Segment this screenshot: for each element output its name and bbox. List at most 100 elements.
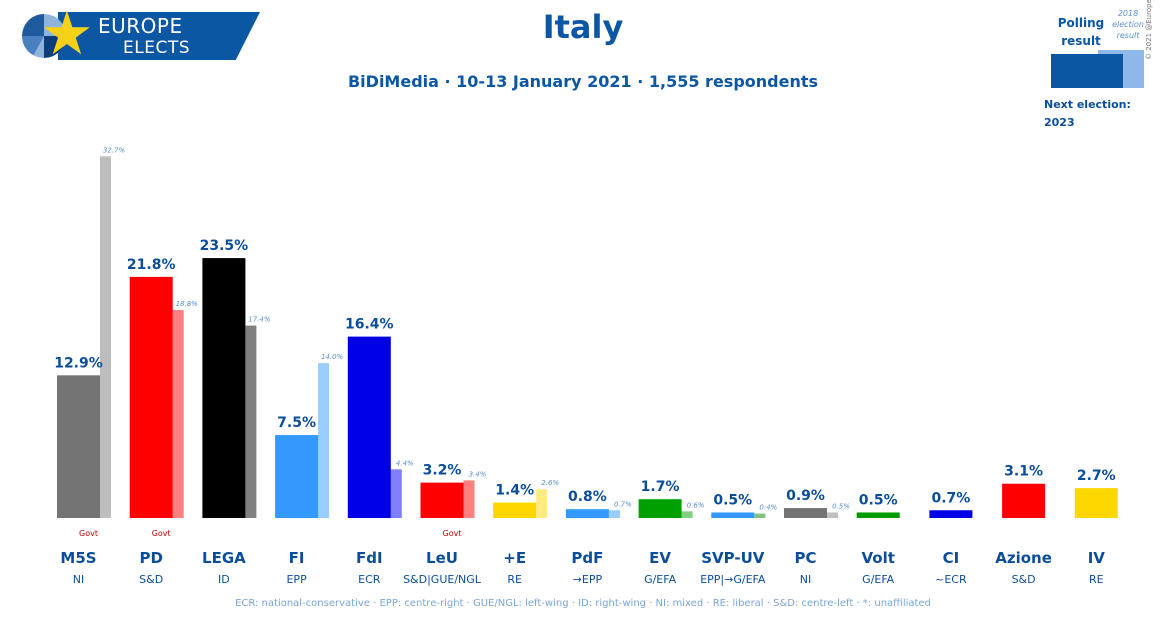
party-group-volt: G/EFA xyxy=(862,573,894,586)
party-name-leu: LeU xyxy=(426,549,458,567)
bar-svp-uv xyxy=(711,512,755,518)
prev-label-fdi: 4.4% xyxy=(396,459,414,467)
party-group-leu: S&D|GUE/NGL xyxy=(403,573,482,586)
party-group-pdf: →EPP xyxy=(573,573,603,586)
prev-label-e: 2.6% xyxy=(541,479,559,487)
bar-e xyxy=(493,502,537,518)
value-label-fdi: 16.4% xyxy=(345,317,394,333)
value-label-iv: 2.7% xyxy=(1077,468,1116,484)
logo-text-elects: ELECTS xyxy=(123,38,190,58)
prev-label-pc: 0.5% xyxy=(832,502,850,510)
value-label-volt: 0.5% xyxy=(859,492,898,508)
prev-bar-pd xyxy=(172,310,184,518)
party-group-e: RE xyxy=(507,573,522,586)
bar-fi xyxy=(275,435,319,518)
party-name-pdf: PdF xyxy=(571,549,603,567)
value-label-e: 1.4% xyxy=(495,483,534,499)
next-election: Next election: 2023 xyxy=(1044,96,1131,132)
bar-volt xyxy=(856,512,900,518)
party-name-iv: IV xyxy=(1088,549,1106,567)
party-name-fi: FI xyxy=(289,549,305,567)
legend-previous-label: 2018 election result xyxy=(1112,9,1144,40)
value-label-fi: 7.5% xyxy=(277,415,316,431)
bar-m5s xyxy=(57,375,100,518)
prev-label-svp-uv: 0.4% xyxy=(759,504,777,512)
party-name-ev: EV xyxy=(649,549,671,567)
bar-azione xyxy=(1002,483,1046,518)
prev-bar-e xyxy=(536,489,548,518)
page-title: Italy xyxy=(542,8,624,46)
prev-label-pd: 18.8% xyxy=(176,300,199,308)
value-label-leu: 3.2% xyxy=(423,463,462,479)
party-name-fdi: FdI xyxy=(356,549,383,567)
star-icon: ★ xyxy=(40,0,94,69)
party-group-azione: S&D xyxy=(1012,573,1036,586)
bar-pdf xyxy=(565,509,609,518)
party-name-pd: PD xyxy=(139,549,162,567)
value-label-ev: 1.7% xyxy=(641,479,680,495)
prev-bar-m5s xyxy=(100,156,111,518)
prev-label-leu: 3.4% xyxy=(469,470,487,478)
prev-bar-fdi xyxy=(390,469,402,518)
prev-label-m5s: 32.7% xyxy=(103,146,126,154)
group-legend-footer: ECR: national-conservative · EPP: centre… xyxy=(235,598,931,609)
value-label-ci: 0.7% xyxy=(931,490,970,506)
bar-ev xyxy=(638,499,682,518)
bar-ci xyxy=(929,510,973,518)
party-name-ci: CI xyxy=(943,549,960,567)
value-label-pdf: 0.8% xyxy=(568,489,607,505)
party-group-lega: ID xyxy=(218,573,230,586)
prev-bar-pdf xyxy=(608,510,620,518)
party-name-azione: Azione xyxy=(995,549,1052,567)
bar-iv xyxy=(1074,488,1118,518)
prev-bar-svp-uv xyxy=(754,513,766,518)
party-group-m5s: NI xyxy=(73,573,84,586)
prev-bar-ev xyxy=(681,511,693,518)
party-name-m5s: M5S xyxy=(60,549,96,567)
govt-label-m5s: Govt xyxy=(79,529,98,538)
bar-fdi xyxy=(347,336,391,518)
prev-label-fi: 14.0% xyxy=(321,353,344,361)
prev-label-pdf: 0.7% xyxy=(614,500,632,508)
legend-polling-swatch xyxy=(1051,54,1123,88)
legend-polling-label: Polling result xyxy=(1057,16,1105,48)
poll-subtitle: BiDiMedia · 10-13 January 2021 · 1,555 r… xyxy=(347,72,819,91)
prev-label-lega: 17.4% xyxy=(248,316,271,324)
party-name-volt: Volt xyxy=(861,549,894,567)
party-group-ci: ~ECR xyxy=(935,573,967,586)
logo-text-europe: EUROPE xyxy=(98,14,183,38)
govt-label-leu: Govt xyxy=(443,529,462,538)
next-election-label: Next election: xyxy=(1044,98,1131,111)
party-group-pd: S&D xyxy=(139,573,163,586)
value-label-azione: 3.1% xyxy=(1004,464,1043,480)
party-group-fi: EPP xyxy=(286,573,307,586)
prev-bar-lega xyxy=(245,325,257,518)
party-name-svp-uv: SVP-UV xyxy=(701,549,765,567)
value-label-pc: 0.9% xyxy=(786,488,825,504)
value-label-pd: 21.8% xyxy=(127,257,176,273)
legend: Polling result 2018 election result Next… xyxy=(1040,8,1160,138)
europe-elects-logo: ★ EUROPE ELECTS xyxy=(18,4,260,64)
party-group-pc: NI xyxy=(800,573,811,586)
bar-pc xyxy=(784,508,827,518)
bar-pd xyxy=(129,276,173,518)
party-name-lega: LEGA xyxy=(202,549,246,567)
bar-lega xyxy=(202,258,246,518)
value-label-m5s: 12.9% xyxy=(54,355,103,371)
prev-bar-pc xyxy=(827,512,838,518)
next-election-year: 2023 xyxy=(1044,116,1075,129)
party-group-svp-uv: EPP|→G/EFA xyxy=(700,573,766,586)
party-name-pc: PC xyxy=(794,549,816,567)
party-group-iv: RE xyxy=(1089,573,1104,586)
logo-banner xyxy=(58,12,260,60)
value-label-lega: 23.5% xyxy=(200,238,249,254)
prev-label-ev: 0.6% xyxy=(687,501,705,509)
party-group-fdi: ECR xyxy=(358,573,381,586)
prev-bar-fi xyxy=(318,363,330,518)
party-name-e: +E xyxy=(503,549,526,567)
prev-bar-leu xyxy=(463,480,475,518)
value-label-svp-uv: 0.5% xyxy=(713,492,752,508)
govt-label-pd: Govt xyxy=(152,529,171,538)
party-group-ev: G/EFA xyxy=(644,573,676,586)
